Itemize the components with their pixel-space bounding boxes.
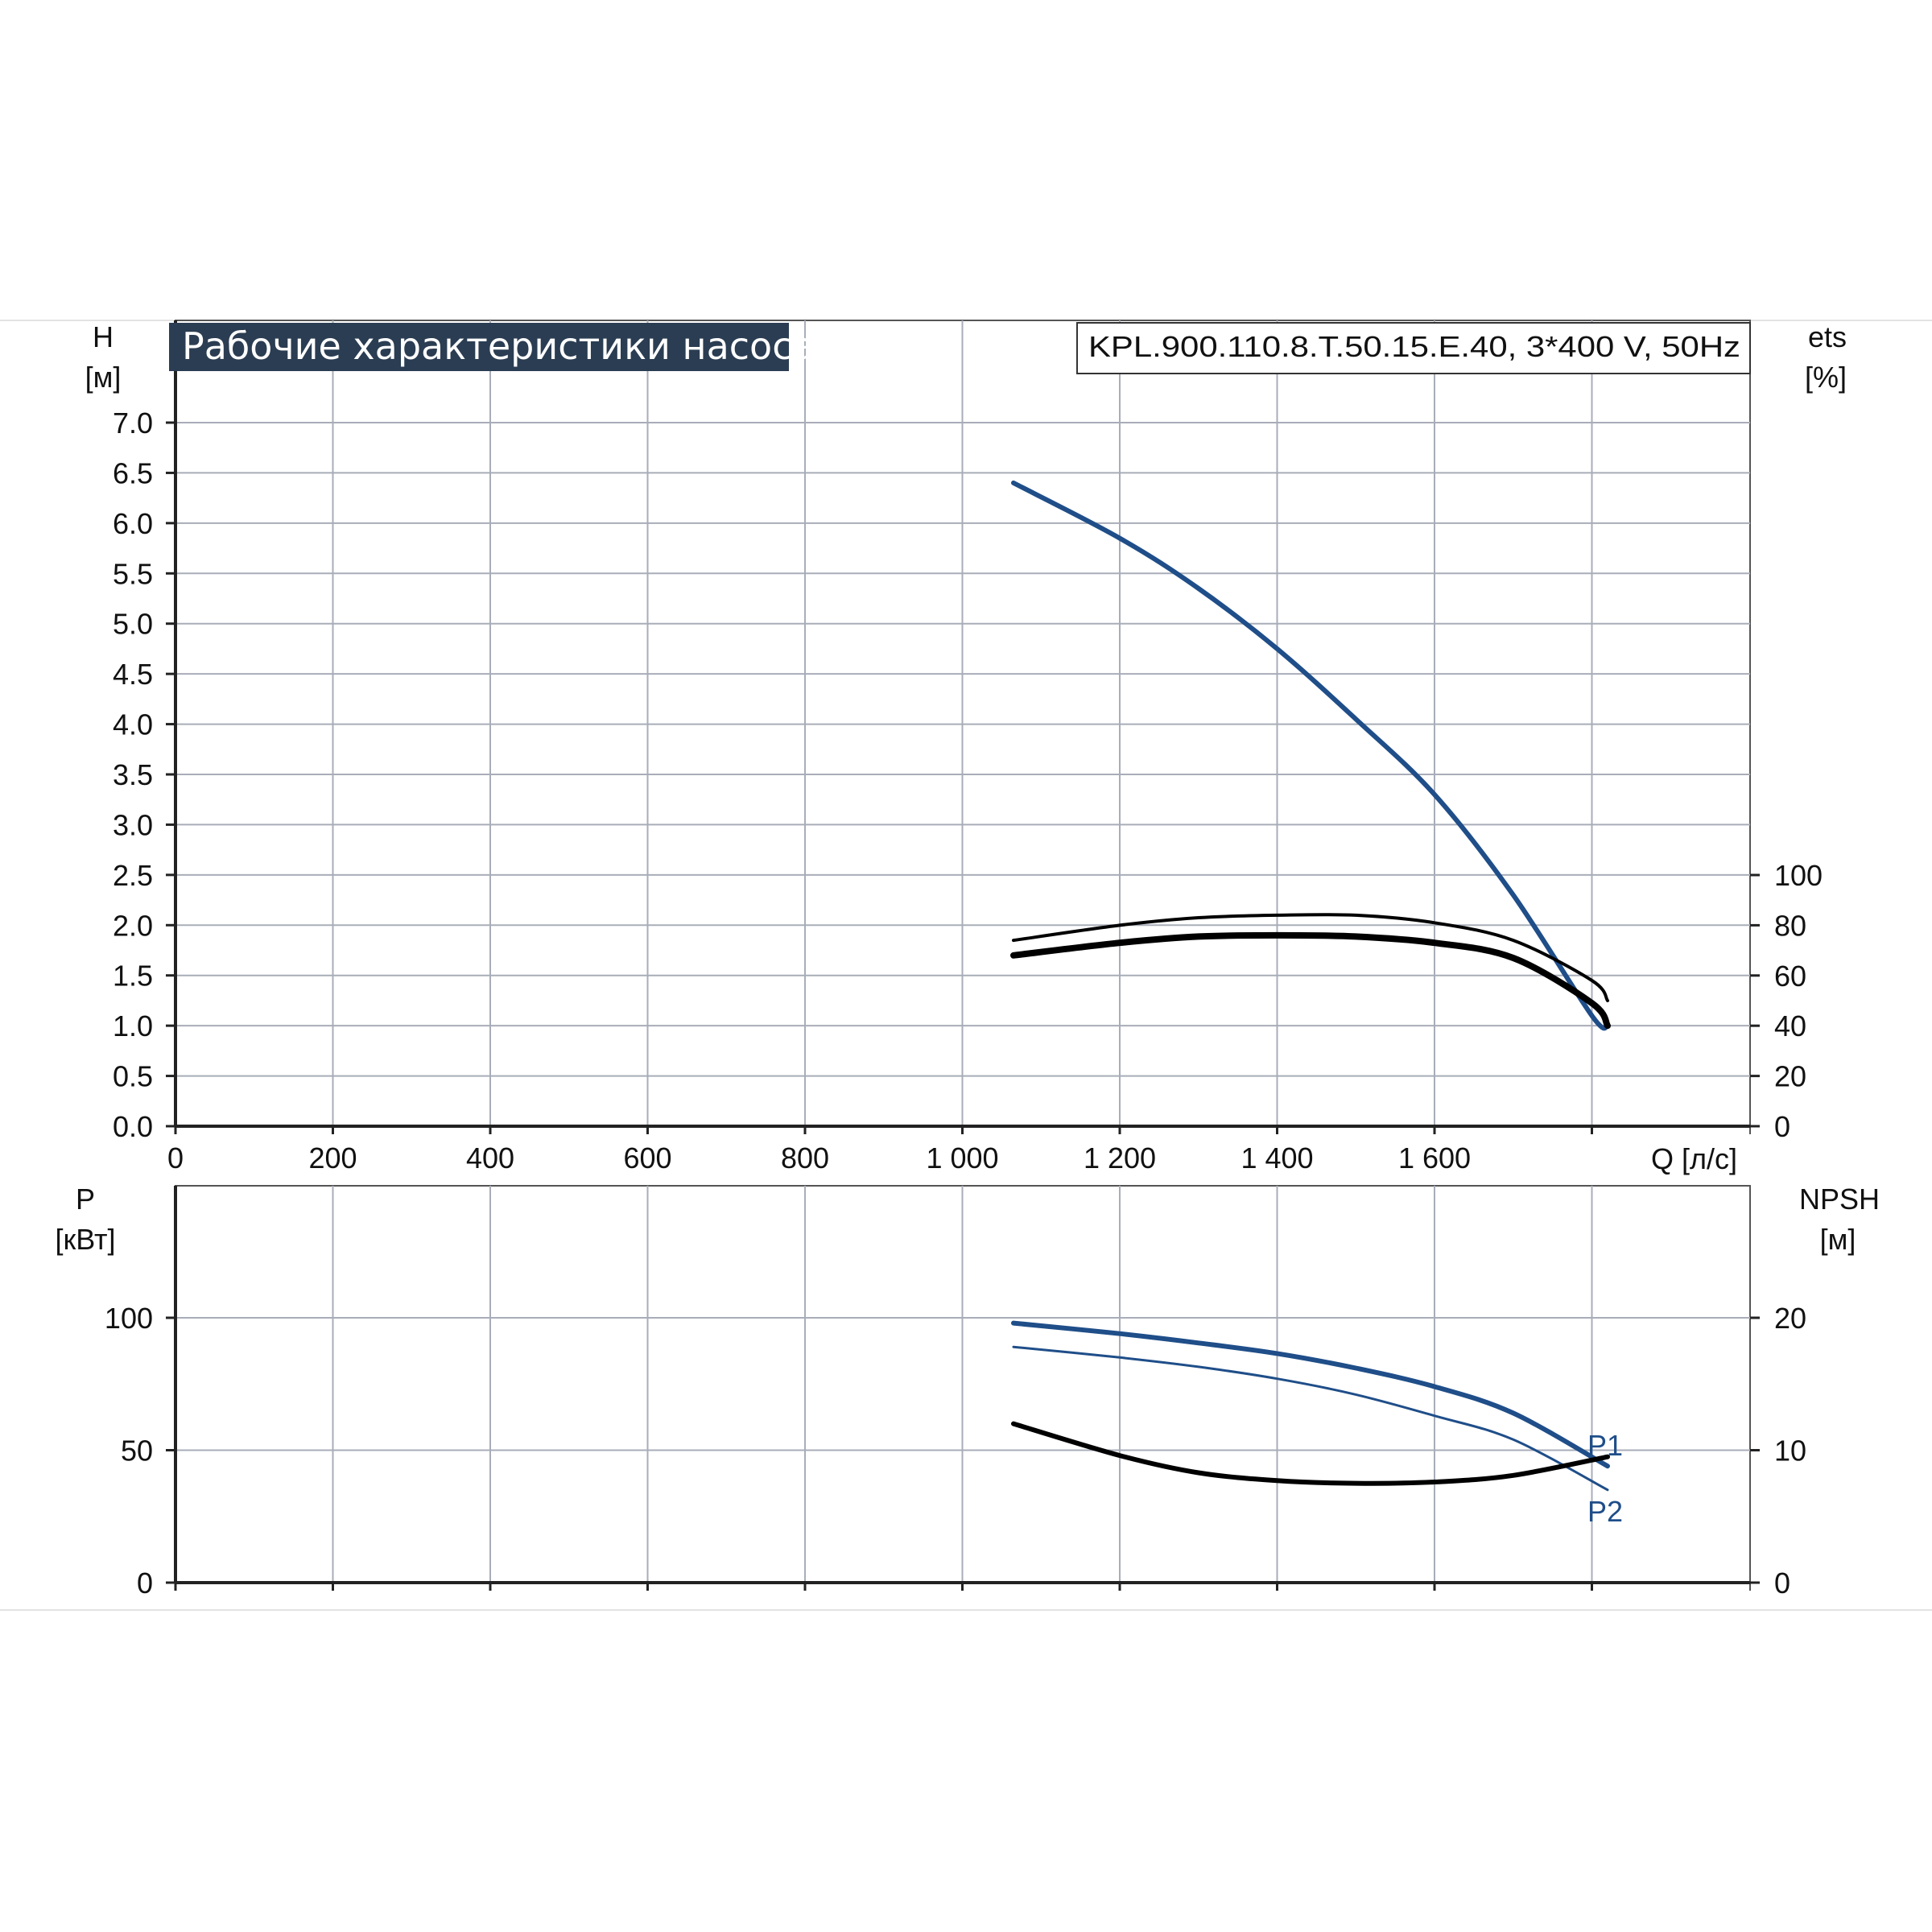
- y-tick-label: 50: [121, 1435, 153, 1468]
- y-tick-label: 3.5: [113, 758, 153, 791]
- y-tick-label: 6.5: [113, 456, 153, 489]
- y2-tick-label: 100: [1774, 859, 1823, 892]
- y-tick-label: 100: [105, 1302, 153, 1335]
- bottom-panel-ticks: 0 50 100 0 10 20: [105, 1186, 1806, 1600]
- model-box: KPL.900.110.8.T.50.15.E.40, 3*400 V, 50H…: [1076, 322, 1751, 374]
- y-tick-label: 0.5: [113, 1060, 153, 1093]
- x-tick-label: 1 000: [926, 1141, 998, 1174]
- top-y2-axis-title: ets: [1808, 320, 1847, 353]
- y2-tick-label: 0: [1774, 1567, 1790, 1600]
- x-tick-label: 1 400: [1241, 1141, 1313, 1174]
- model-name: KPL.900.110.8.T.50.15.E.40, 3*400 V, 50H…: [1088, 330, 1740, 363]
- chart-title: Рабочие характеристики насоса: [182, 324, 815, 368]
- x-tick-label: 400: [466, 1141, 514, 1174]
- y2-tick-label: 20: [1774, 1060, 1806, 1093]
- curve-label-p2: P2: [1587, 1495, 1623, 1528]
- y2-tick-label: 40: [1774, 1009, 1806, 1042]
- series-line-1-1: [1012, 1345, 1609, 1492]
- y-tick-label: 3.0: [113, 808, 153, 841]
- x-tick-label: 600: [623, 1141, 671, 1174]
- top-y-axis-unit: [м]: [85, 361, 122, 394]
- series-line-1-0: [1011, 1320, 1610, 1469]
- series-line-1-2: [1011, 1421, 1610, 1486]
- bottom-y2-axis-unit: [м]: [1820, 1223, 1856, 1256]
- top-y2-axis-unit: [%]: [1805, 361, 1847, 394]
- x-tick-label: 1 600: [1398, 1141, 1471, 1174]
- y2-tick-label: 80: [1774, 909, 1806, 942]
- x-tick-label: 800: [781, 1141, 829, 1174]
- y2-tick-label: 20: [1774, 1302, 1806, 1335]
- bottom-y-axis-unit: [кВт]: [55, 1223, 115, 1256]
- y-tick-label: 2.0: [113, 909, 153, 942]
- top-panel-curves: [1010, 480, 1611, 1031]
- x-tick-label: 1 200: [1084, 1141, 1156, 1174]
- curve-label-p1: P1: [1587, 1429, 1623, 1462]
- y-tick-label: 5.5: [113, 557, 153, 590]
- bottom-panel-curves: [1011, 1320, 1610, 1492]
- bottom-panel-grid: [175, 1185, 1751, 1591]
- x-tick-label: 0: [167, 1141, 184, 1174]
- y2-tick-label: 60: [1774, 960, 1806, 993]
- y-tick-label: 0: [137, 1567, 153, 1600]
- y-tick-label: 1.0: [113, 1009, 153, 1042]
- y-tick-label: 2.5: [113, 859, 153, 892]
- series-line-0-0: [1011, 480, 1610, 1031]
- top-panel-grid: [175, 320, 1751, 1134]
- y-tick-label: 4.5: [113, 658, 153, 691]
- y-tick-label: 5.0: [113, 608, 153, 641]
- chart-title-box: Рабочие характеристики насоса: [169, 323, 815, 371]
- y2-tick-label: 10: [1774, 1435, 1806, 1468]
- bottom-y2-axis-title: NPSH: [1799, 1183, 1880, 1216]
- x-tick-label: 200: [308, 1141, 357, 1174]
- y-tick-label: 0.0: [113, 1110, 153, 1143]
- y2-tick-label: 0: [1774, 1110, 1790, 1143]
- y-tick-label: 6.0: [113, 507, 153, 540]
- x-axis-title: Q [л/с]: [1651, 1142, 1737, 1175]
- series-line-0-1: [1012, 913, 1609, 1002]
- bottom-y-axis-title: P: [76, 1183, 95, 1216]
- top-y-axis-title: H: [93, 320, 114, 353]
- top-panel-ticks: 0 200 400 600 800 1 000 1 200 1 400 1 6000.00.51…: [113, 320, 1823, 1174]
- series-line-0-2: [1010, 931, 1611, 1030]
- y-tick-label: 1.5: [113, 960, 153, 993]
- y-tick-label: 4.0: [113, 708, 153, 741]
- y-tick-label: 7.0: [113, 407, 153, 440]
